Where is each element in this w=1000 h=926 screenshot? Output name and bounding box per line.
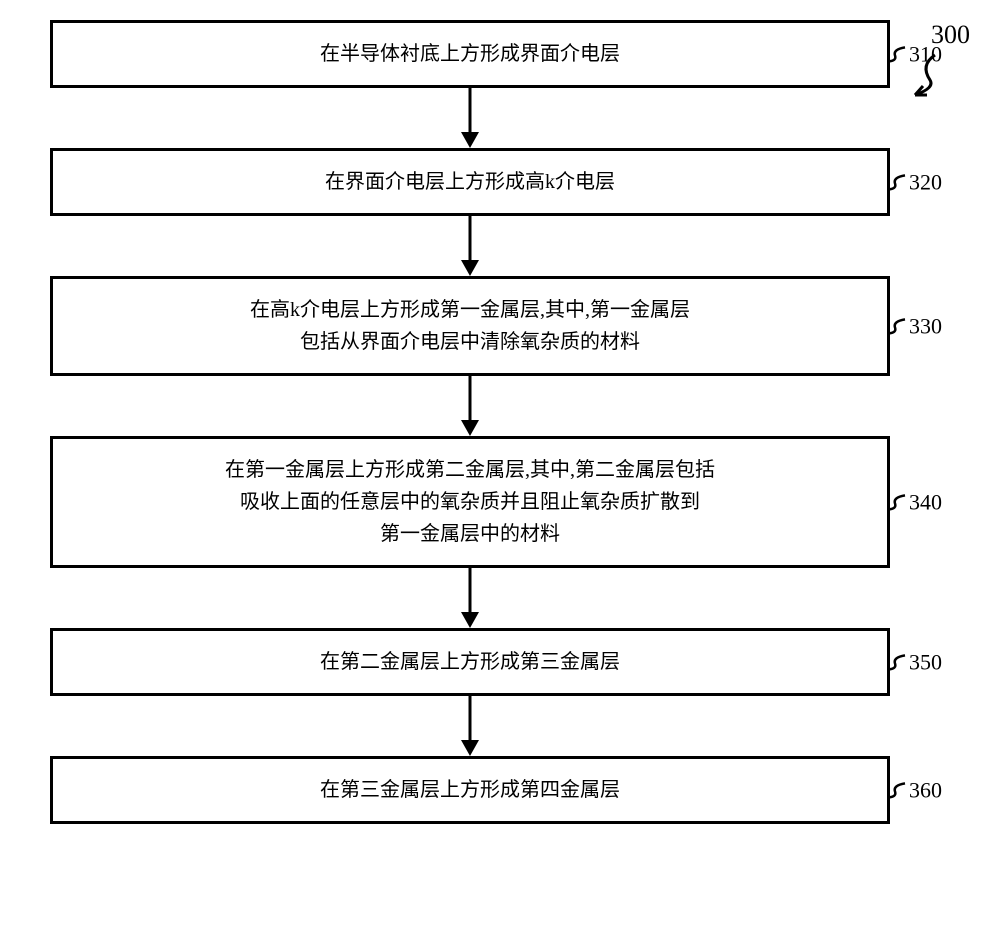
flow-step-320: 在界面介电层上方形成高k介电层 320	[50, 148, 890, 216]
flow-step-ref: 330	[885, 308, 942, 343]
flow-arrow	[50, 88, 890, 148]
flow-step-ref: 340	[885, 484, 942, 519]
flow-arrow	[50, 376, 890, 436]
flow-arrow	[50, 216, 890, 276]
flow-step-360: 在第三金属层上方形成第四金属层 360	[50, 756, 890, 824]
flow-step-text: 在第三金属层上方形成第四金属层	[320, 774, 620, 806]
flow-arrow	[50, 568, 890, 628]
flow-step-ref: 320	[885, 164, 942, 199]
flowchart: 300 在半导体衬底上方形成界面介电层 310 在界面介电层上方形成高k介电层 …	[50, 20, 950, 824]
flow-step-text: 在半导体衬底上方形成界面介电层	[320, 38, 620, 70]
flow-step-340: 在第一金属层上方形成第二金属层,其中,第二金属层包括吸收上面的任意层中的氧杂质并…	[50, 436, 890, 568]
flow-step-310: 在半导体衬底上方形成界面介电层 310	[50, 20, 890, 88]
flow-step-ref: 360	[885, 772, 942, 807]
flow-step-text: 在界面介电层上方形成高k介电层	[325, 166, 615, 198]
flow-step-text: 在第二金属层上方形成第三金属层	[320, 646, 620, 678]
flow-step-350: 在第二金属层上方形成第三金属层 350	[50, 628, 890, 696]
flow-step-text: 在高k介电层上方形成第一金属层,其中,第一金属层包括从界面介电层中清除氧杂质的材…	[250, 294, 690, 358]
flowchart-steps: 在半导体衬底上方形成界面介电层 310 在界面介电层上方形成高k介电层 320 …	[50, 20, 950, 824]
flow-arrow	[50, 696, 890, 756]
flow-step-330: 在高k介电层上方形成第一金属层,其中,第一金属层包括从界面介电层中清除氧杂质的材…	[50, 276, 890, 376]
flow-step-text: 在第一金属层上方形成第二金属层,其中,第二金属层包括吸收上面的任意层中的氧杂质并…	[225, 454, 715, 550]
flow-step-ref: 310	[885, 36, 942, 71]
flow-step-ref: 350	[885, 644, 942, 679]
